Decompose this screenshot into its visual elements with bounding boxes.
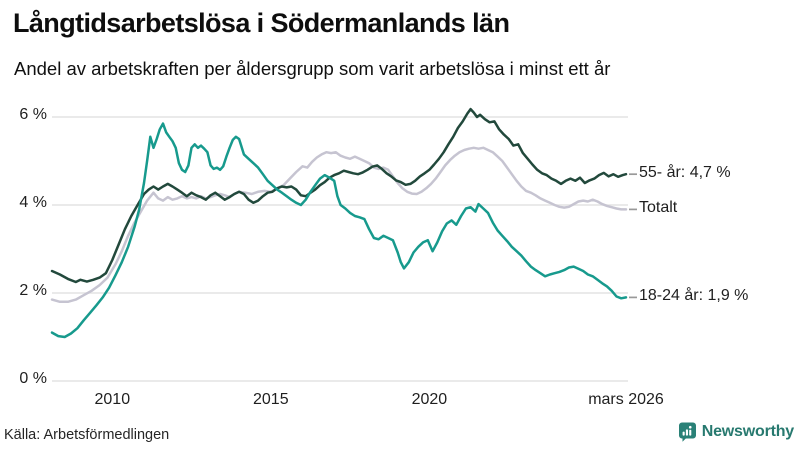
x-tick-label: 2015 [253, 391, 289, 408]
page-title: Långtidsarbetslösa i Södermanlands län [13, 8, 510, 38]
y-tick-label: 4 % [19, 194, 47, 211]
series-end-label-totalt: Totalt [639, 199, 678, 217]
series-line-18-24-r [50, 122, 628, 339]
newsworthy-wordmark: Newsworthy [701, 423, 794, 440]
x-tick-label: 2010 [94, 391, 131, 408]
source-note: Källa: Arbetsförmedlingen [4, 427, 170, 443]
x-tick-label: mars 2026 [588, 391, 664, 408]
series-end-label-55-r: 55- år: 4,7 % [639, 164, 731, 182]
newsworthy-logo: Newsworthy [678, 422, 794, 442]
series-end-label-18-24-r: 18-24 år: 1,9 % [639, 287, 749, 305]
chart-subtitle: Andel av arbetskraften per åldersgrupp s… [14, 58, 611, 79]
y-tick-label: 6 % [19, 106, 47, 123]
y-tick-label: 0 % [19, 370, 47, 387]
x-tick-label: 2020 [411, 391, 448, 408]
series-line-totalt [50, 146, 628, 304]
newsworthy-icon [678, 422, 696, 442]
series-line-55-r [50, 107, 628, 284]
y-tick-label: 2 % [19, 282, 47, 299]
